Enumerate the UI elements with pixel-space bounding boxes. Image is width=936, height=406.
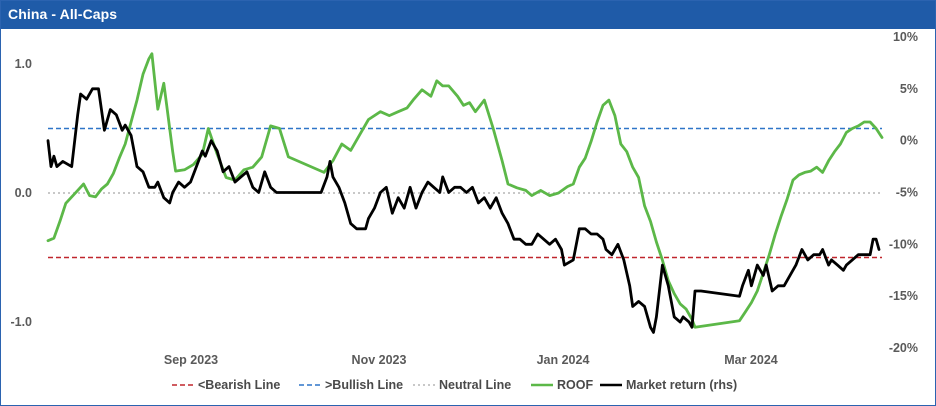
x-tick-label: Nov 2023	[352, 353, 407, 367]
market-return-rhs-series-line	[46, 87, 881, 334]
x-tick-label: Mar 2024	[724, 353, 778, 367]
legend-label-market-return-rhs: Market return (rhs)	[626, 378, 737, 392]
x-tick-label: Jan 2024	[537, 353, 590, 367]
y-right-tick-label: -5%	[896, 186, 918, 200]
y-right-tick-label: -10%	[889, 237, 918, 251]
legend-label-bearish-line: <Bearish Line	[198, 378, 280, 392]
y-right-tick-label: 0%	[900, 134, 918, 148]
y-right-tick-label: -15%	[889, 289, 918, 303]
legend-label-roof: ROOF	[557, 378, 593, 392]
y-right-tick-label: 5%	[900, 82, 918, 96]
legend-label-bullish-line: >Bullish Line	[325, 378, 403, 392]
y-right-tick-label: -20%	[889, 341, 918, 355]
y-left-tick-label: 1.0	[15, 57, 32, 71]
roof-series-line	[46, 52, 884, 329]
y-right-tick-label: 10%	[893, 30, 918, 44]
y-left-tick-label: 0.0	[15, 186, 32, 200]
x-tick-label: Sep 2023	[164, 353, 218, 367]
chart-header: China - All-Caps	[1, 1, 935, 29]
legend-label-neutral-line: Neutral Line	[439, 378, 511, 392]
y-left-tick-label: -1.0	[10, 315, 32, 329]
chart-title: China - All-Caps	[8, 6, 118, 22]
